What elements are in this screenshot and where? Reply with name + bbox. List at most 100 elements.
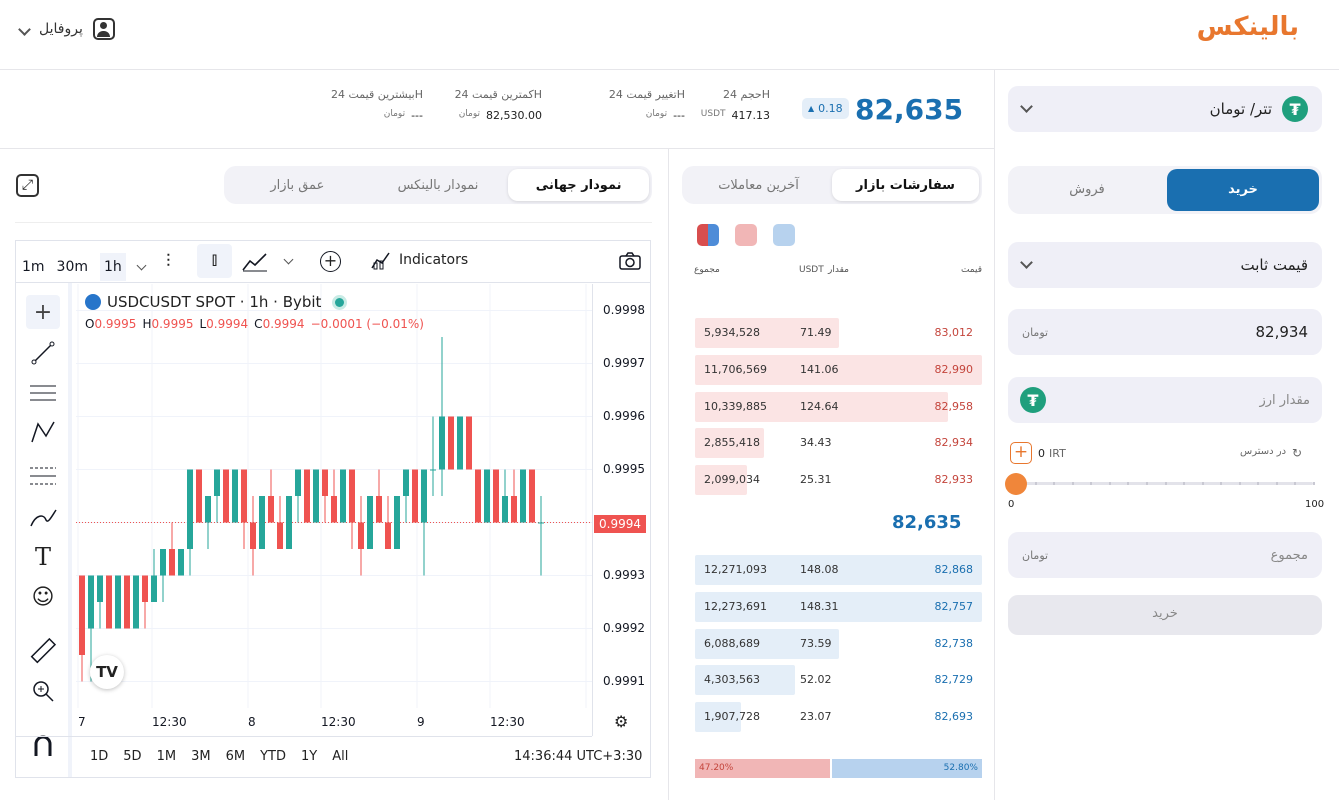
tether-icon: ₮: [1020, 387, 1046, 413]
tab-balinex-chart[interactable]: نمودار بالینکس: [397, 178, 479, 193]
candlestick-plot[interactable]: [76, 284, 592, 708]
price-axis-border: [592, 284, 593, 736]
ruler-icon[interactable]: [26, 634, 60, 668]
trend-line-icon[interactable]: [26, 336, 60, 370]
view-both-icon[interactable]: [697, 224, 719, 246]
order-type-select[interactable]: قیمت ثابت: [1008, 242, 1322, 288]
slider-max: 100: [1305, 499, 1325, 510]
tab-global-chart[interactable]: نمودار جهانی: [508, 169, 650, 201]
bid-row[interactable]: 12,273,691 148.31 82,757: [695, 591, 982, 622]
bar-style-icon[interactable]: ⫶: [166, 251, 171, 272]
bid-row[interactable]: 4,303,563 52.02 82,729: [695, 665, 982, 696]
settings-gear-icon[interactable]: ⚙: [614, 712, 629, 731]
interval-30m[interactable]: 30m: [56, 259, 88, 275]
bid-row[interactable]: 1,907,728 23.07 82,693: [695, 702, 982, 733]
candle-body: [421, 469, 427, 523]
candle-body: [502, 496, 508, 523]
compare-plus-icon[interactable]: +: [320, 251, 341, 272]
stat-value-row: تومان ---: [575, 109, 685, 122]
depth-bar: [695, 665, 796, 696]
area-chart-icon[interactable]: [242, 251, 268, 273]
brush-icon[interactable]: [26, 500, 60, 534]
candle-body: [520, 469, 526, 523]
ask-row[interactable]: 11,706,569 141.06 82,990: [695, 354, 982, 385]
interval-1m[interactable]: 1m: [22, 259, 45, 275]
y-tick-label: 0.9993: [603, 567, 645, 582]
row-amount: 34.43: [800, 436, 832, 450]
y-tick-label: 0.9991: [603, 673, 645, 688]
x-tick-label: 12:30: [490, 715, 525, 729]
text-icon[interactable]: T: [34, 543, 51, 571]
tab-latest-trades[interactable]: آخرین معاملات: [718, 178, 799, 193]
range-ytd[interactable]: YTD: [260, 749, 286, 764]
symbol-legend: USDCUSDT SPOT · 1h · Bybit: [85, 293, 345, 311]
indicators-button[interactable]: Indicators: [371, 250, 468, 270]
profile-menu[interactable]: پروفایل: [18, 18, 115, 40]
profile-label: پروفایل: [39, 21, 83, 37]
ask-row[interactable]: 5,934,528 71.49 83,012: [695, 318, 982, 348]
bid-row[interactable]: 6,088,689 73.59 82,738: [695, 628, 982, 659]
candle-body: [205, 496, 211, 523]
candle-body: [538, 522, 544, 524]
bid-row[interactable]: 12,271,093 148.08 82,868: [695, 555, 982, 585]
range-all[interactable]: All: [332, 749, 349, 764]
row-total: 5,934,528: [704, 326, 760, 339]
row-total: 10,339,885: [704, 399, 767, 413]
range-6m[interactable]: 6M: [225, 749, 246, 764]
camera-icon[interactable]: [619, 251, 641, 271]
pair-label: تتر/ تومان: [1209, 100, 1272, 118]
row-amount: 71.49: [800, 326, 832, 339]
row-price: 82,868: [934, 563, 974, 576]
range-1y[interactable]: 1Y: [300, 749, 318, 764]
amount-slider-thumb[interactable]: [1005, 473, 1027, 495]
ask-row[interactable]: 2,099,034 25.31 82,933: [695, 465, 982, 496]
stat-value: ---: [673, 109, 685, 122]
crosshair-icon[interactable]: +: [26, 295, 60, 329]
range-5d[interactable]: 5D: [123, 749, 142, 764]
total-field[interactable]: تومان مجموع: [1008, 532, 1322, 578]
view-bids-icon[interactable]: [773, 224, 795, 246]
magnet-icon[interactable]: [26, 730, 60, 764]
symbol-label[interactable]: USDCUSDT SPOT · 1h · Bybit: [107, 293, 322, 311]
ask-row[interactable]: 10,339,885 124.64 82,958: [695, 391, 982, 422]
zoom-in-icon[interactable]: [26, 674, 60, 708]
ask-row[interactable]: 2,855,418 34.43 82,934: [695, 428, 982, 459]
buy-tab[interactable]: خرید: [1167, 169, 1319, 211]
expand-icon[interactable]: ⤢: [16, 174, 39, 197]
balinex-logo[interactable]: بالینکس: [1196, 12, 1299, 42]
emoji-icon[interactable]: ☺: [31, 584, 55, 610]
range-1d[interactable]: 1D: [90, 749, 109, 764]
add-funds-button[interactable]: +: [1010, 442, 1032, 464]
tab-market-orders[interactable]: سفارشات بازار: [832, 169, 979, 201]
price-field[interactable]: تومان 82,934: [1008, 309, 1322, 355]
candle-body: [322, 469, 328, 496]
candle-body: [484, 469, 490, 523]
tradingview-logo[interactable]: TV: [90, 655, 124, 689]
fib-retracement-icon[interactable]: [26, 376, 60, 410]
range-3m[interactable]: 3M: [191, 749, 211, 764]
candles-icon[interactable]: ⫾: [197, 244, 232, 278]
chevron-down-icon[interactable]: [136, 260, 147, 270]
candle-body: [439, 416, 445, 470]
row-amount: 141.06: [800, 362, 839, 376]
pattern-icon[interactable]: [26, 416, 60, 450]
row-price: 82,933: [934, 473, 974, 487]
amount-field[interactable]: ₮ مقدار ارز: [1008, 377, 1322, 423]
chart-clock: 14:36:44 UTC+3:30: [514, 749, 643, 764]
candle-body: [457, 416, 463, 470]
submit-buy-button[interactable]: خرید: [1008, 595, 1322, 635]
range-1m[interactable]: 1M: [156, 749, 177, 764]
tab-market-depth[interactable]: عمق بازار: [270, 178, 325, 193]
candle-body: [493, 469, 499, 523]
sell-tab[interactable]: فروش: [1069, 182, 1105, 197]
view-asks-icon[interactable]: [735, 224, 757, 246]
available-label-row: در دسترس ↻: [1240, 446, 1302, 460]
buy-sell-ratio: 47.20% 52.80%: [695, 759, 982, 778]
pair-selector[interactable]: ₮ تتر/ تومان: [1008, 86, 1322, 132]
available-balance: 0 IRT: [1038, 447, 1066, 460]
candle-body: [511, 496, 517, 523]
prediction-icon[interactable]: [26, 458, 60, 492]
available-label: در دسترس: [1240, 446, 1287, 457]
refresh-icon[interactable]: ↻: [1292, 446, 1303, 460]
interval-1h[interactable]: 1h: [100, 253, 126, 281]
